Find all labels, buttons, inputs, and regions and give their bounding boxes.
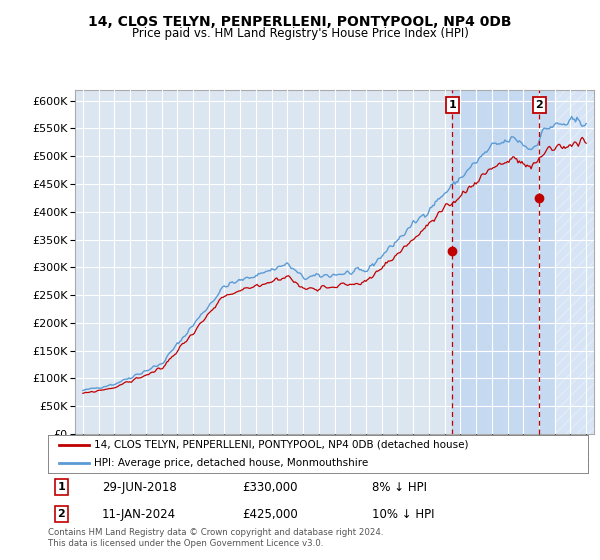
- Text: 2: 2: [536, 100, 544, 110]
- Text: 14, CLOS TELYN, PENPERLLENI, PONTYPOOL, NP4 0DB: 14, CLOS TELYN, PENPERLLENI, PONTYPOOL, …: [88, 15, 512, 29]
- Text: 14, CLOS TELYN, PENPERLLENI, PONTYPOOL, NP4 0DB (detached house): 14, CLOS TELYN, PENPERLLENI, PONTYPOOL, …: [94, 440, 469, 450]
- Bar: [452, 90, 594, 434]
- Text: 10% ↓ HPI: 10% ↓ HPI: [372, 507, 434, 521]
- Text: £425,000: £425,000: [242, 507, 298, 521]
- Text: Contains HM Land Registry data © Crown copyright and database right 2024.
This d: Contains HM Land Registry data © Crown c…: [48, 528, 383, 548]
- Text: Price paid vs. HM Land Registry's House Price Index (HPI): Price paid vs. HM Land Registry's House …: [131, 27, 469, 40]
- Text: 1: 1: [448, 100, 456, 110]
- Text: 1: 1: [58, 482, 65, 492]
- Text: HPI: Average price, detached house, Monmouthshire: HPI: Average price, detached house, Monm…: [94, 458, 368, 468]
- Bar: [554, 90, 594, 434]
- Text: 2: 2: [58, 509, 65, 519]
- Text: 11-JAN-2024: 11-JAN-2024: [102, 507, 176, 521]
- Text: 29-JUN-2018: 29-JUN-2018: [102, 480, 177, 494]
- Text: £330,000: £330,000: [242, 480, 298, 494]
- Text: 8% ↓ HPI: 8% ↓ HPI: [372, 480, 427, 494]
